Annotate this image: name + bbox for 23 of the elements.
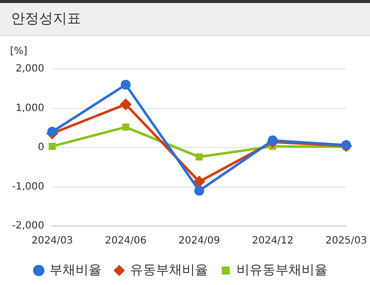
x-tick-label: 2024/06	[104, 236, 147, 247]
y-tick-label: 0	[38, 142, 44, 154]
legend-label: 부채비율	[49, 262, 102, 278]
y-axis-title: [%]	[10, 46, 28, 57]
y-tick-label: -2,000	[12, 220, 44, 232]
point	[48, 142, 56, 150]
point	[196, 153, 203, 160]
point	[120, 98, 132, 110]
y-tick-label: -1,000	[12, 181, 44, 192]
legend-label: 유동부채비율	[130, 262, 208, 278]
x-tick-label: 2024/09	[178, 236, 220, 247]
point	[194, 186, 204, 196]
y-tick-label: 1,000	[16, 102, 44, 114]
x-tick-label: 2024/12	[252, 236, 294, 247]
point	[268, 135, 278, 146]
point	[120, 80, 131, 90]
point	[47, 126, 58, 137]
point	[122, 124, 130, 131]
y-tick-label: 2,000	[16, 64, 44, 75]
x-tick-label: 2025/03	[325, 236, 367, 247]
legend-label: 비유동부채비율	[236, 262, 328, 278]
x-tick-label: 2024/03	[31, 236, 74, 247]
chart-title: 안정성지표	[0, 0, 370, 36]
